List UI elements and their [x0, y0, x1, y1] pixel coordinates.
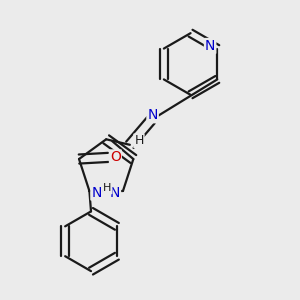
Text: N: N [110, 186, 120, 200]
Text: N: N [205, 39, 215, 53]
Text: O: O [110, 150, 121, 164]
Text: N: N [147, 108, 158, 122]
Text: N: N [91, 186, 102, 200]
Text: H: H [134, 134, 144, 147]
Text: H: H [103, 183, 112, 194]
